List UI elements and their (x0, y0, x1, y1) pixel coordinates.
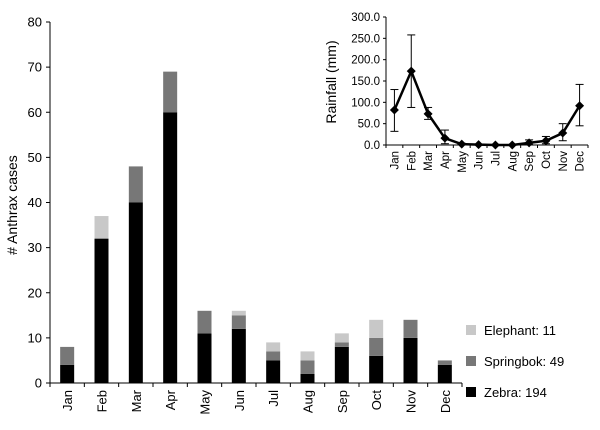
x-tick-label: Aug (301, 390, 316, 413)
inset-y-axis-label: Rainfall (mm) (323, 40, 339, 123)
y-tick-label: 70 (28, 60, 42, 75)
bar-sep-series-1 (334, 342, 349, 347)
legend-swatch (466, 325, 476, 335)
bar-oct-series-2 (369, 319, 384, 338)
y-tick-label: 10 (28, 330, 42, 345)
bar-sep-series-0 (334, 346, 349, 383)
inset-axes: 0.0 50.0 100.0 150.0 200.0 250.0 300.0 Jan Feb Ma… (351, 12, 589, 173)
rainfall-inset-chart: 0.0 50.0 100.0 150.0 200.0 250.0 300.0 Jan Feb Ma… (323, 12, 589, 173)
rainfall-point-mar (423, 109, 433, 119)
bar-jun-series-1 (231, 315, 246, 329)
x-tick-label: Nov (404, 390, 419, 414)
bar-may-series-0 (197, 333, 212, 383)
x-tick-label: Jan (60, 390, 75, 411)
rainfall-point-apr (440, 133, 450, 143)
bar-nov-series-0 (403, 337, 418, 383)
inset-x-tick-label: Oct (541, 150, 553, 169)
y-tick-label: 20 (28, 285, 42, 300)
rainfall-point-oct (541, 136, 551, 146)
bar-jul-series-2 (266, 342, 281, 352)
bar-apr-series-1 (163, 71, 178, 113)
bar-oct-series-1 (369, 337, 384, 356)
inset-x-tick-label: Mar (423, 151, 435, 171)
inset-y-tick-label: 200.0 (351, 55, 380, 67)
inset-y-tick-label: 0.0 (364, 140, 380, 152)
bar-aug-series-0 (300, 373, 315, 383)
bar-apr-series-0 (163, 112, 178, 383)
inset-x-tick-label: Sep (524, 151, 536, 171)
rainfall-point-jun (474, 140, 484, 150)
inset-x-tick-label: Dec (575, 151, 587, 172)
bar-jan-series-1 (60, 346, 75, 365)
inset-x-tick-label: Nov (558, 151, 570, 172)
legend-label: Springbok: 49 (484, 354, 564, 369)
inset-y-tick-label: 250.0 (351, 33, 380, 45)
bar-feb-series-2 (94, 216, 109, 239)
x-tick-label: Oct (369, 390, 384, 411)
y-tick-label: 80 (28, 15, 42, 30)
legend-label: Elephant: 11 (484, 323, 556, 338)
bar-group (60, 71, 452, 383)
x-tick-label: Jun (232, 390, 247, 411)
bar-mar-series-0 (128, 202, 143, 383)
legend-swatch (466, 387, 476, 397)
bar-dec-series-0 (437, 364, 452, 383)
rainfall-line (393, 69, 581, 147)
y-tick-label: 40 (28, 195, 42, 210)
bar-oct-series-0 (369, 355, 384, 383)
y-tick-label: 0 (35, 376, 42, 391)
rainfall-point-jan (389, 105, 399, 115)
inset-x-tick-label: Apr (440, 151, 452, 169)
x-tick-label: Mar (129, 389, 144, 412)
x-tick-label: May (198, 390, 213, 415)
bar-may-series-1 (197, 310, 212, 334)
inset-y-tick-label: 50.0 (358, 119, 380, 131)
rainfall-point-sep (524, 138, 534, 148)
bar-mar-series-1 (128, 166, 143, 203)
inset-y-tick-label: 100.0 (351, 97, 380, 109)
rainfall-point-aug (507, 140, 517, 150)
bar-jan-series-0 (60, 364, 75, 383)
legend-label: Zebra: 194 (484, 385, 547, 400)
inset-x-tick-label: Aug (507, 151, 519, 171)
anthrax-bar-chart: Jan Feb Mar Apr May Jun Jul Aug Sep Oct Nov Dec 0 10 2… (4, 15, 564, 415)
rainfall-point-may (457, 139, 467, 149)
inset-x-tick-label: May (457, 151, 469, 173)
main-axes: Jan Feb Mar Apr May Jun Jul Aug Sep Oct Nov Dec 0 10 2… (28, 15, 463, 415)
bar-jun-series-0 (231, 328, 246, 383)
inset-y-tick-label: 300.0 (351, 12, 380, 24)
rainfall-series (389, 34, 585, 150)
y-tick-label: 60 (28, 105, 42, 120)
rainfall-point-jul (490, 140, 500, 150)
bar-nov-series-1 (403, 319, 418, 338)
inset-x-tick-label: Jan (389, 151, 401, 170)
bar-sep-series-2 (334, 333, 349, 343)
bar-aug-series-2 (300, 351, 315, 361)
x-tick-label: Jul (266, 390, 281, 407)
bar-feb-series-0 (94, 238, 109, 383)
rainfall-point-nov (558, 128, 568, 138)
rainfall-point-feb (406, 66, 416, 76)
bar-dec-series-1 (437, 360, 452, 365)
bar-aug-series-1 (300, 360, 315, 374)
inset-x-tick-label: Jul (490, 151, 502, 166)
bar-jun-series-2 (231, 310, 246, 316)
x-tick-label: Apr (163, 389, 178, 410)
rainfall-point-dec (575, 101, 585, 111)
y-tick-label: 30 (28, 240, 42, 255)
y-tick-label: 50 (28, 150, 42, 165)
x-tick-label: Dec (438, 390, 453, 414)
bar-jul-series-0 (266, 360, 281, 383)
inset-x-tick-label: Feb (406, 151, 418, 171)
legend-swatch (466, 356, 476, 366)
x-tick-label: Feb (95, 390, 110, 412)
inset-y-tick-label: 150.0 (351, 76, 380, 88)
bar-jul-series-1 (266, 351, 281, 361)
inset-x-tick-label: Jun (474, 151, 486, 170)
x-tick-label: Sep (335, 390, 350, 413)
legend: Elephant: 11 Springbok: 49 Zebra: 194 (466, 323, 564, 400)
y-axis-label: # Anthrax cases (4, 155, 20, 255)
